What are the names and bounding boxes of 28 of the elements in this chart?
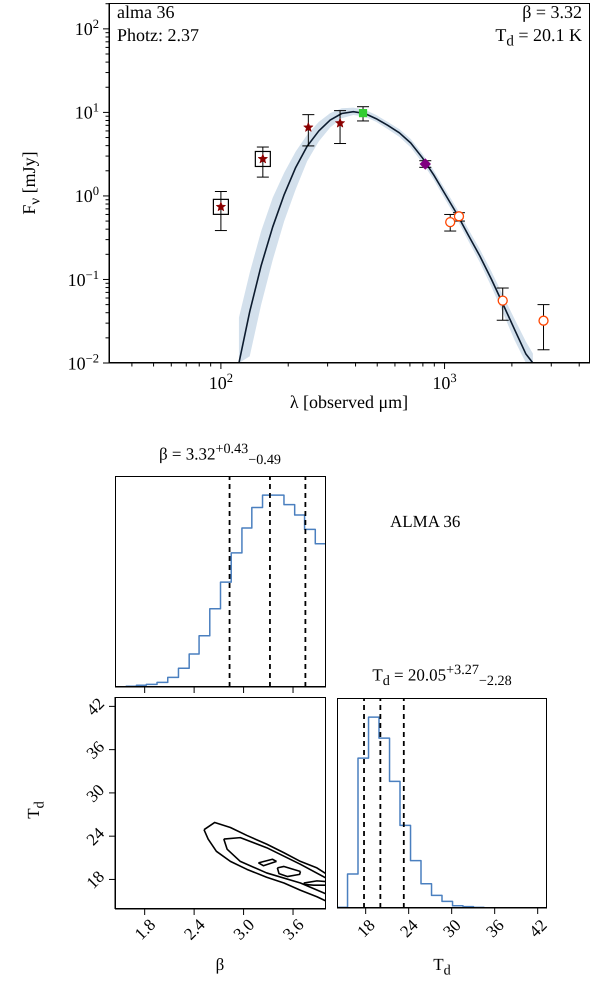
y-tick-label: 10$^{0}$ [74, 184, 99, 206]
x-tick-label: 10$^{3}$ [432, 371, 457, 393]
y-tick-label: 36 [82, 736, 108, 762]
y-tick-label: 10$^{2}$ [74, 17, 99, 40]
y-tick-label: 10$^{−2}$ [68, 351, 99, 374]
x-tick-label: 2.4 [180, 914, 209, 944]
text: ALMA 36 [390, 512, 460, 532]
x-tick-label: 1.8 [130, 914, 159, 944]
y-tick-label: 30 [82, 780, 108, 806]
y-tick-label: 42 [82, 694, 108, 720]
annotation: T$_{d}$ = 20.1 K [495, 25, 582, 51]
x-tick-label: 36 [482, 915, 508, 941]
x-tick-label: 18 [352, 915, 378, 941]
x-axis-title: T$_{d}$ [433, 955, 451, 979]
x-tick-label: 3.6 [278, 914, 308, 944]
x-tick-label: 24 [396, 914, 422, 941]
x-tick-label: 3.0 [229, 914, 258, 944]
annotation: β = 3.32 [522, 2, 582, 23]
x-axis-title: β [216, 955, 224, 975]
x-tick-label: 30 [438, 915, 464, 941]
annotation: Photz: 2.37 [117, 25, 200, 46]
x-tick-label: 42 [524, 915, 550, 941]
y-tick-label: 10$^{−1}$ [68, 268, 99, 290]
annotation: alma 36 [117, 2, 174, 23]
y-tick-label: 24 [82, 823, 108, 849]
y-tick-label: 18 [82, 866, 108, 892]
y-tick-label: 10$^{1}$ [74, 100, 99, 123]
x-axis-title: λ [observed μm] [290, 392, 408, 413]
